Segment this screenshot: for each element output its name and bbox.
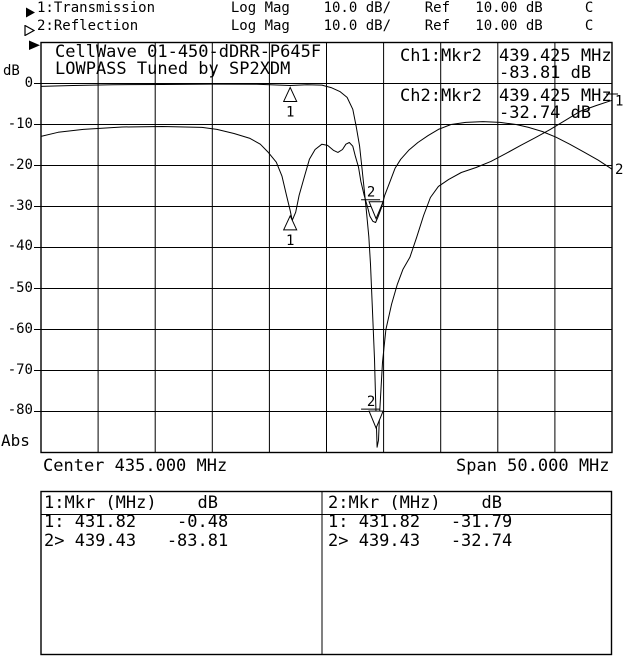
y-axis-title: dB — [3, 63, 20, 79]
marker-2-symbol — [368, 201, 384, 221]
y-axis-tick-label: -60 — [7, 321, 33, 337]
y-axis-tick-label: -70 — [7, 362, 33, 378]
graph-title-line1: CellWave 01-450-dDRR-P645F — [55, 42, 322, 62]
marker-2-label: 2 — [367, 394, 375, 410]
marker-1-symbol — [282, 214, 298, 231]
marker-table-border — [40, 490, 613, 656]
y-axis-tick-label: -40 — [7, 238, 33, 254]
ch2-marker-freq: 439.425 MHz — [499, 86, 612, 106]
trace-end-label-1: 1 — [615, 93, 623, 109]
y-axis-tick-label: -30 — [7, 198, 33, 214]
marker-table-ch1-row1: 1: 431.82 -0.48 — [44, 512, 229, 532]
plot-active-channel-icon — [29, 40, 40, 50]
ch1-marker-value: -83.81 dB — [499, 63, 592, 83]
marker-table-ch1-header: 1:Mkr (MHz) dB — [44, 493, 218, 513]
x-axis-center-label: Center 435.000 MHz — [43, 456, 228, 476]
trace-transmission — [40, 83, 613, 448]
ch2-marker-value: -32.74 dB — [499, 103, 592, 123]
y-axis-tick-label: -80 — [7, 402, 33, 418]
graph-title-line2: LOWPASS Tuned by SP2XDM — [55, 59, 291, 79]
trace-reflection — [40, 121, 613, 223]
y-axis-tick-label: 0 — [24, 75, 33, 91]
x-axis-span-label: Span 50.000 MHz — [456, 456, 610, 476]
marker-table-ch2-row2: 2> 439.43 -32.74 — [328, 531, 513, 551]
marker-2-symbol — [368, 410, 384, 430]
annotation-line-ch1: 1:Transmission Log Mag 10.0 dB/ Ref 10.0… — [37, 0, 594, 16]
marker-1-label: 1 — [286, 233, 294, 249]
trace-end-label-2: 2 — [615, 162, 623, 178]
plot-border — [40, 41, 613, 454]
y-axis-tick-label: -10 — [7, 116, 33, 132]
marker-1-label: 1 — [286, 104, 294, 120]
ch2-marker-label: Ch2:Mkr2 — [400, 86, 482, 106]
marker-1-symbol — [282, 86, 298, 102]
marker-table-ch2-header: 2:Mkr (MHz) dB — [328, 493, 502, 513]
ch1-marker-freq: 439.425 MHz — [499, 46, 612, 66]
channel2-indicator-icon — [24, 21, 36, 40]
ch1-marker-label: Ch1:Mkr2 — [400, 46, 482, 66]
marker-2-label: 2 — [367, 185, 375, 201]
channel1-active-indicator-icon — [25, 3, 36, 22]
y-axis-tick-label: -20 — [7, 157, 33, 173]
marker-table-ch2-row1: 1: 431.82 -31.79 — [328, 512, 513, 532]
marker-table-ch1-row2: 2> 439.43 -83.81 — [44, 531, 229, 551]
y-axis-bottom-label: Abs — [1, 431, 30, 450]
y-axis-tick-label: -50 — [7, 280, 33, 296]
annotation-line-ch2: 2:Reflection Log Mag 10.0 dB/ Ref 10.00 … — [37, 18, 594, 34]
